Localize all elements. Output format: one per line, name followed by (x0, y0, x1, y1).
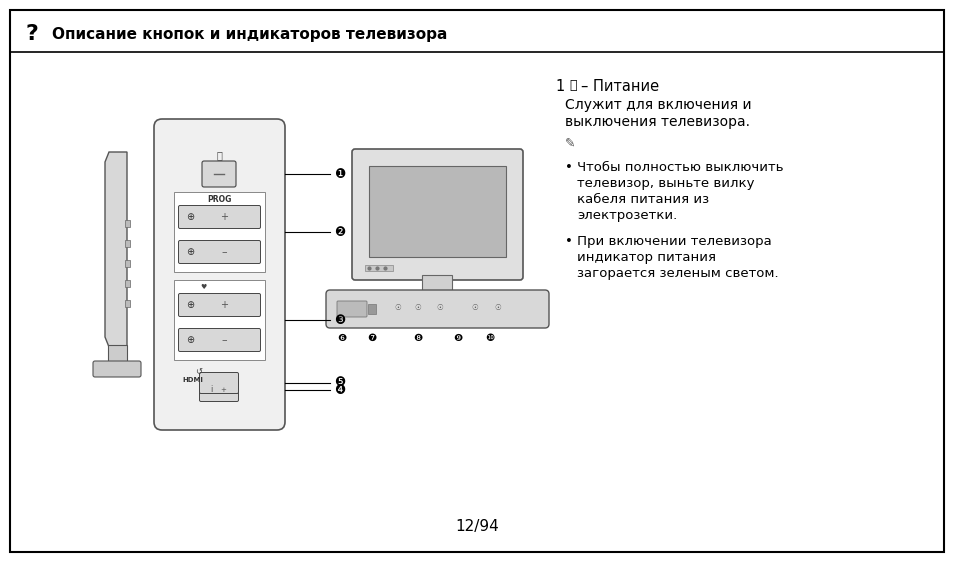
Bar (365, 265, 393, 271)
Text: +: + (220, 212, 228, 222)
Text: ⏻: ⏻ (568, 79, 576, 92)
Bar (368, 304, 375, 314)
Text: ⊕: ⊕ (186, 335, 193, 345)
Text: кабеля питания из: кабеля питания из (577, 193, 708, 206)
Bar (125, 280, 130, 287)
Text: ❺: ❺ (334, 377, 345, 389)
Bar (125, 220, 130, 227)
Text: индикатор питания: индикатор питания (577, 251, 716, 264)
FancyBboxPatch shape (352, 149, 522, 280)
FancyBboxPatch shape (178, 241, 260, 264)
Bar (125, 240, 130, 247)
FancyBboxPatch shape (336, 301, 367, 317)
Text: ❹: ❹ (334, 383, 345, 397)
Text: ❿: ❿ (485, 333, 494, 343)
Text: ⏻: ⏻ (215, 150, 222, 160)
Bar (421, 275, 452, 292)
Text: ?: ? (26, 24, 38, 44)
Text: – Питание: – Питание (580, 79, 659, 94)
FancyBboxPatch shape (153, 119, 285, 430)
Text: • Чтобы полностью выключить: • Чтобы полностью выключить (564, 161, 782, 174)
Text: 12/94: 12/94 (455, 519, 498, 534)
Bar (173, 192, 265, 272)
Bar (125, 260, 130, 267)
Text: ❾: ❾ (453, 333, 462, 343)
Text: ❷: ❷ (334, 225, 345, 238)
Text: +: + (220, 300, 228, 310)
Text: +: + (220, 387, 226, 393)
Text: HDMI: HDMI (182, 377, 203, 383)
Text: ⊕: ⊕ (186, 300, 193, 310)
Text: ☉: ☉ (436, 302, 443, 311)
Polygon shape (105, 152, 127, 347)
Text: –: – (221, 247, 227, 257)
Text: ☉: ☉ (471, 302, 478, 311)
Bar (173, 280, 265, 360)
Text: ☉: ☉ (395, 302, 401, 311)
Text: • При включении телевизора: • При включении телевизора (564, 235, 771, 248)
Text: ⊕: ⊕ (186, 247, 193, 257)
Text: 1: 1 (555, 79, 563, 94)
FancyBboxPatch shape (202, 161, 235, 187)
FancyBboxPatch shape (92, 361, 141, 377)
Text: ⊕: ⊕ (186, 212, 193, 222)
Text: ❽: ❽ (413, 333, 422, 343)
Text: ☉: ☉ (415, 302, 421, 311)
Bar (108, 345, 127, 365)
Text: PROG: PROG (207, 194, 231, 203)
Text: Служит для включения и: Служит для включения и (564, 98, 751, 112)
FancyBboxPatch shape (199, 378, 238, 401)
Text: i: i (210, 386, 212, 395)
Text: электрозетки.: электрозетки. (577, 209, 677, 222)
Text: ❶: ❶ (334, 167, 345, 180)
Text: ❻: ❻ (337, 333, 346, 343)
Text: ✎: ✎ (564, 137, 575, 150)
Text: ♥: ♥ (201, 284, 207, 290)
FancyBboxPatch shape (178, 206, 260, 229)
Text: –: – (221, 335, 227, 345)
Text: ❼: ❼ (367, 333, 376, 343)
FancyBboxPatch shape (178, 329, 260, 351)
Text: ❸: ❸ (334, 314, 345, 327)
Text: ↺: ↺ (195, 368, 202, 377)
FancyBboxPatch shape (326, 290, 548, 328)
FancyBboxPatch shape (199, 373, 238, 393)
Bar (369, 166, 505, 257)
Text: Описание кнопок и индикаторов телевизора: Описание кнопок и индикаторов телевизора (52, 26, 447, 42)
Text: ☉: ☉ (494, 302, 501, 311)
Text: загорается зеленым светом.: загорается зеленым светом. (577, 267, 778, 280)
Bar (125, 300, 130, 307)
FancyBboxPatch shape (178, 293, 260, 316)
Text: телевизор, выньте вилку: телевизор, выньте вилку (577, 177, 754, 190)
Text: выключения телевизора.: выключения телевизора. (564, 115, 749, 129)
